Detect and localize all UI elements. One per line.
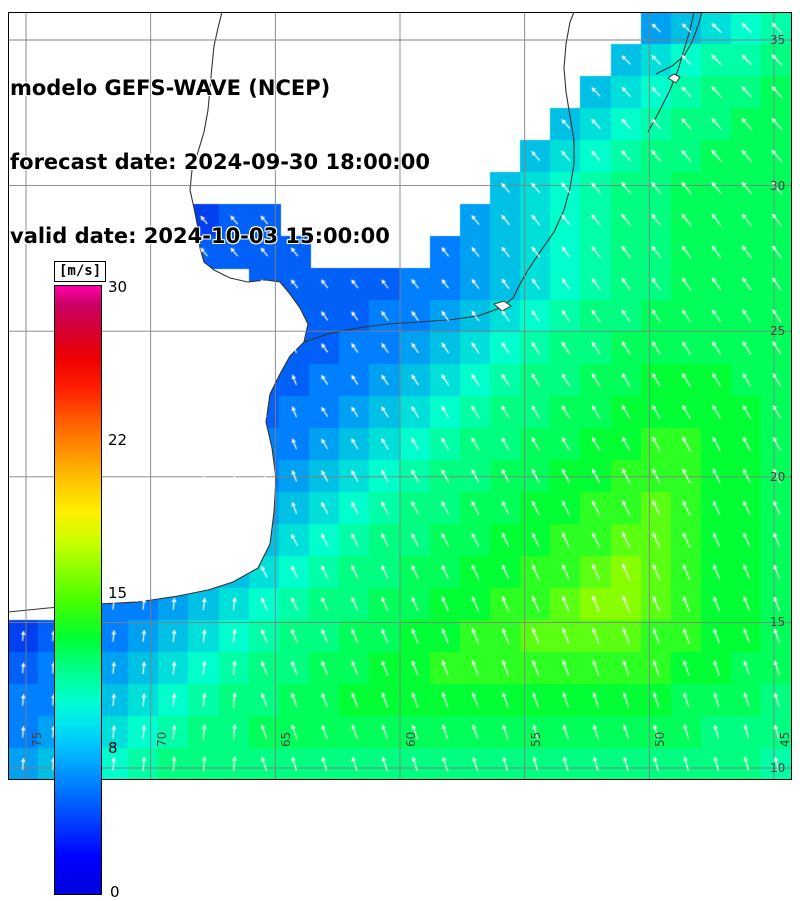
lat-tick-label: 35 [770, 33, 786, 47]
valid-date: valid date: 2024-10-03 15:00:00 [10, 224, 390, 249]
lon-tick-label: 55 [528, 731, 543, 747]
map-plot-area [8, 12, 792, 780]
lat-tick-label: 10 [770, 761, 786, 775]
model-title: modelo GEFS-WAVE (NCEP) [10, 75, 331, 100]
colorbar-tick-0: 0 [110, 883, 120, 901]
wind-direction-quiver [8, 12, 792, 780]
colorbar: [m/s] 30 22 15 8 0 [24, 130, 144, 901]
colorbar-tick-15: 15 [108, 584, 128, 602]
wind-map-figure: 75 70 65 60 55 50 45 10 15 20 25 30 35 modelo GEFS-… [8, 12, 792, 901]
lat-tick-label: 30 [770, 178, 786, 193]
forecast-date: forecast date: 2024-09-30 18:00:00 [10, 149, 430, 174]
lat-tick-label: 20 [770, 469, 786, 484]
colorbar-tick-22: 22 [108, 431, 128, 449]
colorbar-units-label: [m/s] [54, 261, 107, 282]
colorbar-tick-30: 30 [108, 278, 128, 296]
lon-tick-label: 45 [778, 731, 792, 747]
lat-tick-label: 15 [770, 615, 786, 630]
colorbar-gradient [54, 285, 102, 895]
lon-tick-label: 65 [279, 731, 294, 747]
lon-tick-label: 60 [404, 731, 418, 747]
lat-tick-label: 25 [770, 324, 786, 339]
figure-title-block: modelo GEFS-WAVE (NCEP) forecast date: 2… [10, 26, 570, 298]
lon-tick-label: 50 [653, 731, 668, 747]
lon-tick-label: 70 [154, 731, 169, 747]
colorbar-tick-8: 8 [108, 739, 118, 757]
